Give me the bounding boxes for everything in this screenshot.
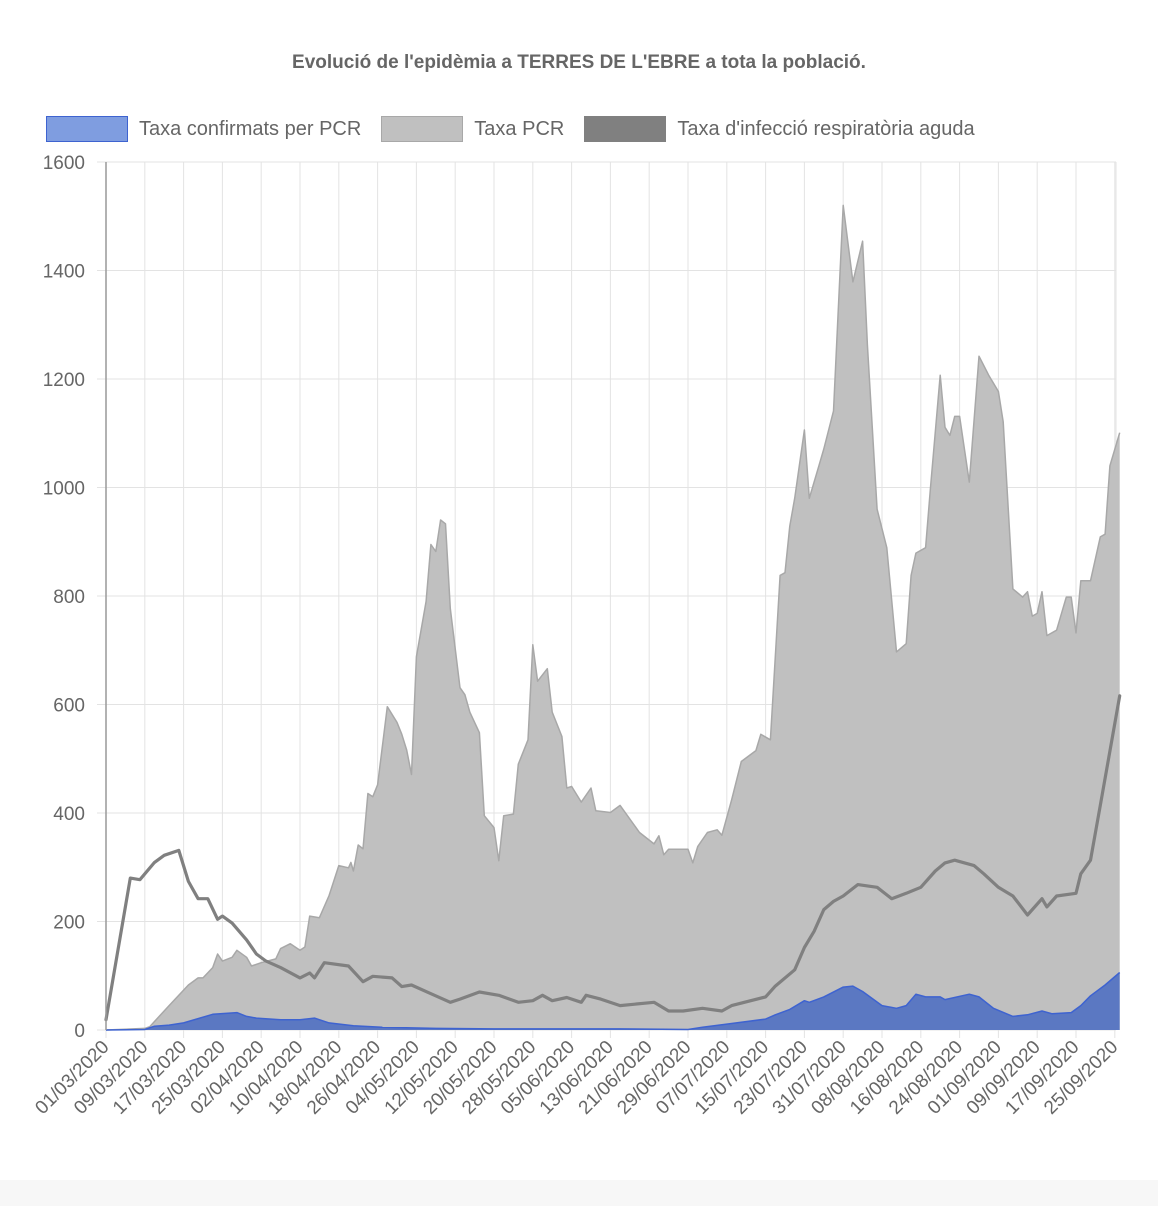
legend-label-pcr: Taxa PCR (474, 117, 565, 140)
legend-item-pcr[interactable]: Taxa PCR (381, 116, 564, 142)
y-tick-label: 1400 (43, 262, 85, 283)
y-tick-label: 200 (53, 913, 85, 934)
y-tick-label: 1600 (43, 153, 85, 174)
legend-item-confirmed[interactable]: Taxa confirmats per PCR (46, 116, 361, 142)
series-pcr-line (105, 204, 1121, 1031)
y-tick-label: 0 (74, 1021, 85, 1042)
series-confirmed-area (106, 972, 1120, 1030)
series-confirmed-line (105, 971, 1121, 1031)
legend-item-respiratory[interactable]: Taxa d'infecció respiratòria aguda (584, 116, 975, 142)
y-tick-label: 1000 (43, 479, 85, 500)
series-pcr-area (106, 205, 1120, 1030)
y-tick-label: 400 (53, 804, 85, 825)
legend-swatch-pcr (381, 116, 464, 142)
chart-title: Evolució de l'epidèmia a TERRES DE L'EBR… (292, 52, 866, 73)
legend-swatch-confirmed (46, 116, 128, 142)
series-respiratory-line (104, 694, 1122, 1022)
y-tick-label: 600 (53, 696, 85, 717)
legend-label-respiratory: Taxa d'infecció respiratòria aguda (677, 117, 975, 140)
legend-swatch-respiratory (584, 116, 667, 142)
chart-legend: Taxa confirmats per PCR Taxa PCR Taxa d'… (46, 116, 995, 142)
legend-label-confirmed: Taxa confirmats per PCR (139, 117, 362, 140)
footer-strip (0, 1180, 1158, 1206)
y-tick-label: 1200 (43, 370, 85, 391)
y-tick-label: 800 (53, 587, 85, 608)
